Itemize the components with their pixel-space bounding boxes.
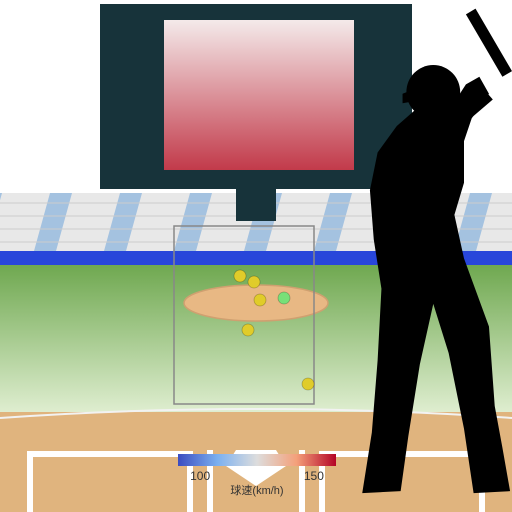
scale-tick: 150 [304,469,324,483]
scale-tick: 100 [190,469,210,483]
pitch-marker [254,294,266,306]
pitch-marker [278,292,290,304]
scale-label: 球速(km/h) [230,483,283,497]
scoreboard-screen [164,20,354,170]
pitch-marker [302,378,314,390]
pitch-marker [248,276,260,288]
color-scale [178,454,336,466]
pitch-marker [234,270,246,282]
pitch-marker [242,324,254,336]
